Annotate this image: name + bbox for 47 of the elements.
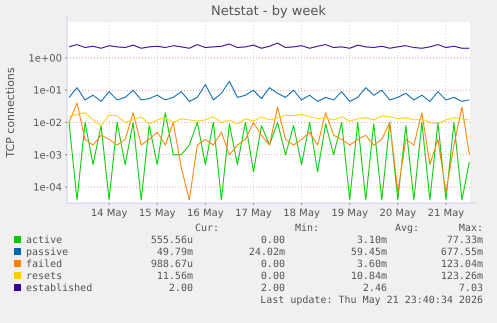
- y-tick-label: 1e-02: [33, 118, 62, 129]
- text: 24.02m: [248, 247, 285, 258]
- text: Avg:: [395, 223, 420, 234]
- text: 49.79m: [156, 247, 193, 258]
- text: 0.00: [260, 271, 285, 282]
- x-tick-label: 19 May: [331, 208, 368, 219]
- legend-label: failed: [26, 259, 62, 270]
- x-tick-label: 16 May: [187, 208, 224, 219]
- text: 59.45m: [350, 247, 387, 258]
- text: 7.03: [458, 283, 483, 294]
- y-tick-label: 1e-03: [33, 150, 62, 162]
- y-tick-label: 1e-01: [33, 86, 62, 97]
- text: 10.84m: [350, 271, 387, 282]
- text: 3.60m: [356, 259, 387, 270]
- text: 2.00: [168, 283, 193, 294]
- legend-label: passive: [26, 247, 68, 258]
- text: 2.00: [260, 283, 285, 294]
- legend-label: resets: [26, 271, 62, 282]
- text: 0.00: [260, 235, 285, 246]
- text: 3.10m: [356, 235, 387, 246]
- x-tick-label: 20 May: [380, 208, 416, 219]
- text: 2.46: [362, 283, 387, 294]
- text: 77.33m: [446, 235, 483, 246]
- y-tick-label: 1e-04: [33, 182, 62, 194]
- line-series: [68, 112, 470, 126]
- legend-label: established: [26, 283, 92, 294]
- text: 988.67u: [150, 259, 193, 270]
- text: 677.55m: [440, 247, 483, 258]
- text: Last update: Thu May 21 23:40:34 2026: [260, 295, 483, 306]
- text: 0.00: [260, 259, 285, 270]
- x-tick-label: 18 May: [283, 208, 320, 219]
- text: Min:: [295, 223, 320, 234]
- text: 11.56m: [156, 271, 193, 282]
- text: Max:: [458, 223, 483, 234]
- line-series: [68, 80, 470, 102]
- y-axis-title: TCP connections: [4, 67, 17, 159]
- x-tick-label: 21 May: [428, 208, 464, 219]
- x-tick-label: 17 May: [235, 208, 272, 219]
- x-tick-label: 15 May: [138, 208, 176, 219]
- legend-label: active: [26, 235, 62, 246]
- text: Cur:: [195, 223, 220, 234]
- text: 123.26m: [440, 271, 483, 282]
- y-tick-label: 1e+00: [28, 53, 62, 64]
- text: 123.04m: [440, 259, 483, 270]
- text: 555.56u: [150, 235, 193, 246]
- chart-title: Netstat - by week: [211, 4, 326, 19]
- x-tick-label: 14 May: [90, 208, 128, 219]
